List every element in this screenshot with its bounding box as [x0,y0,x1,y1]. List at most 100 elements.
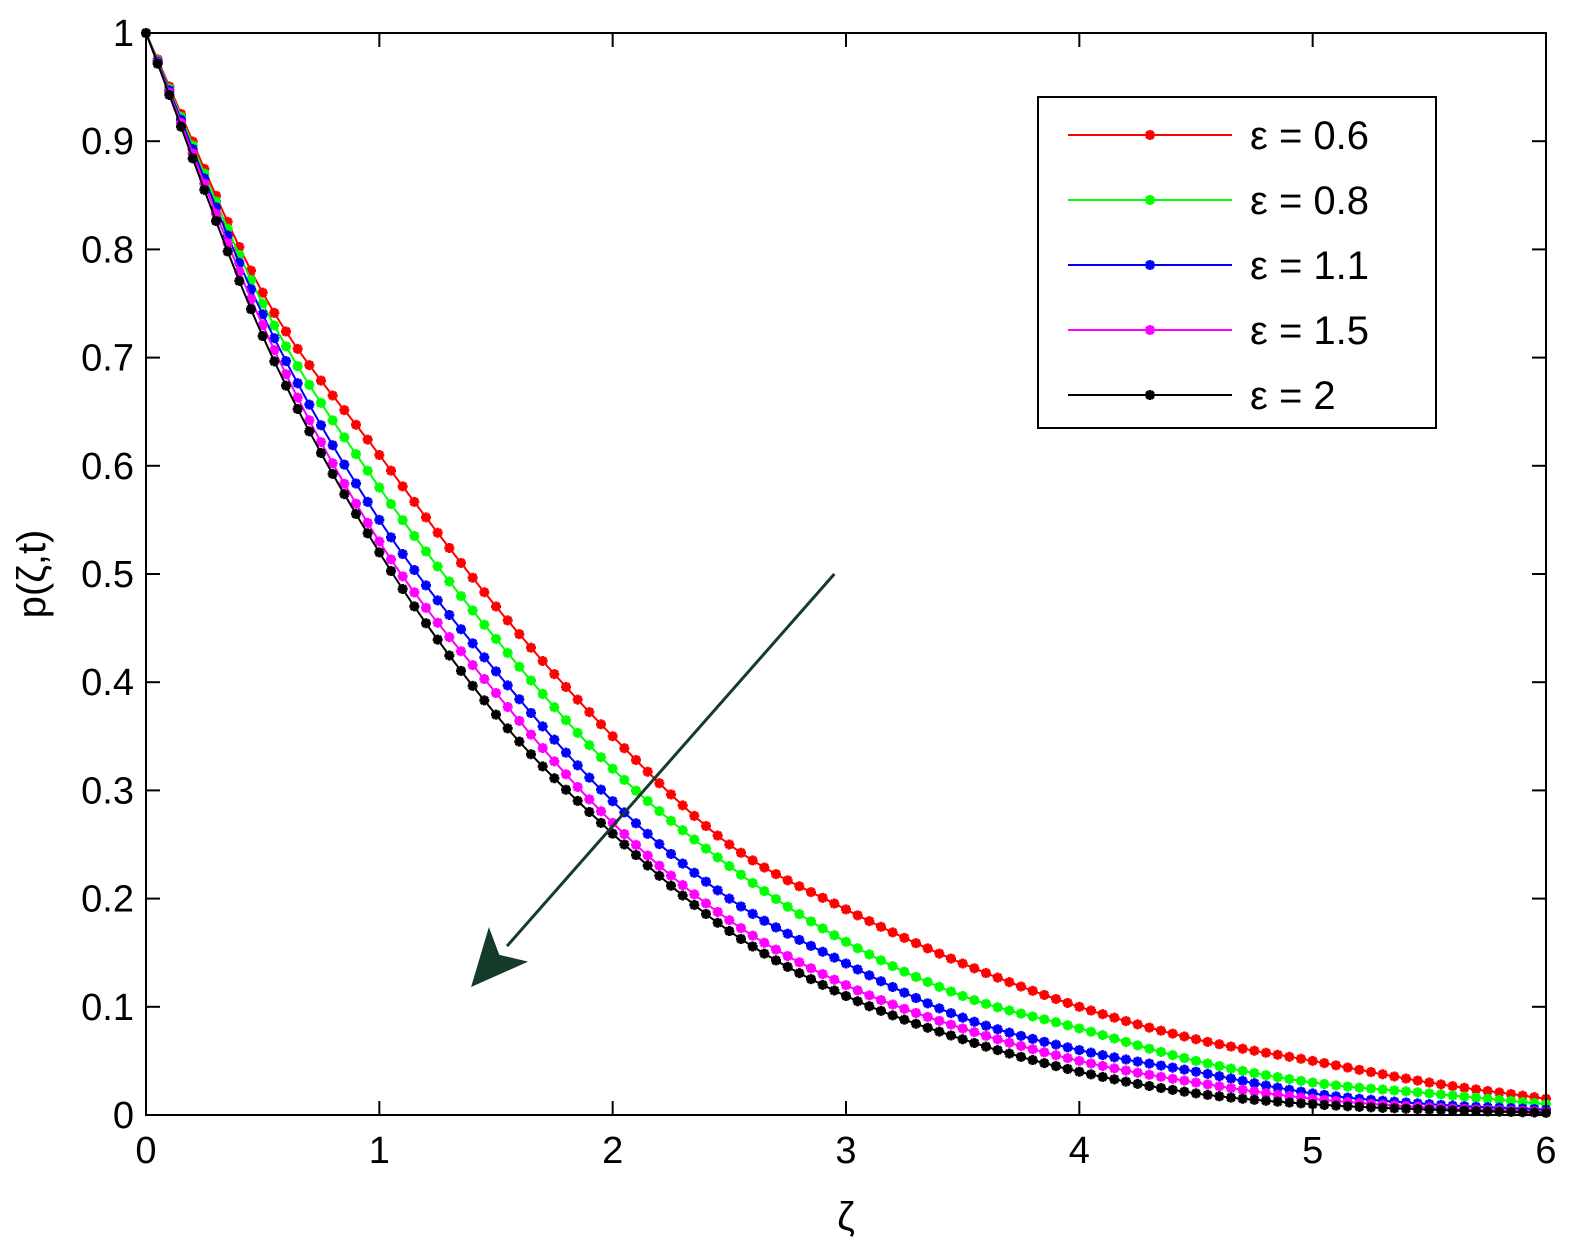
series-marker [1226,1063,1236,1074]
series-marker [864,990,875,1001]
series-marker [409,601,420,612]
series-marker [1471,1092,1481,1103]
series-marker [281,326,291,337]
series-marker [374,547,385,558]
legend-marker [1145,195,1155,205]
series-marker [316,420,326,431]
series-marker [911,1007,921,1018]
series-marker [689,867,700,878]
series-marker [1156,1025,1166,1036]
series-marker [724,926,735,937]
series-marker [1331,1080,1341,1091]
series-marker [421,546,431,557]
series-marker [246,274,256,285]
series-marker [1156,1060,1166,1071]
series-marker [1191,1055,1201,1066]
y-tick-label: 0.3 [81,770,134,812]
series-marker [1494,1094,1505,1105]
series-marker [397,481,408,492]
series-marker [409,587,420,598]
series-marker [887,1010,898,1021]
series-marker [444,542,455,553]
y-tick-label: 0.4 [81,662,134,704]
series-marker [899,966,910,977]
series-marker [1144,1022,1155,1033]
series-marker [596,806,606,817]
series-marker [269,307,280,318]
series-marker [234,249,245,260]
series-marker [246,304,256,315]
series-marker [666,870,676,881]
series-marker [1377,1102,1388,1113]
series-marker [701,876,711,887]
series-marker [1261,1095,1271,1106]
series-marker [374,482,385,493]
series-marker [1412,1104,1423,1115]
series-marker [584,806,595,817]
series-marker [1284,1084,1295,1095]
series-marker [841,904,851,915]
series-marker [1016,1008,1026,1019]
x-tick-label: 4 [1069,1130,1090,1172]
series-marker [817,923,828,934]
series-marker [1167,1084,1178,1095]
series-marker [911,938,921,949]
series-marker [1144,1069,1155,1080]
series-marker [537,721,548,732]
series-marker [514,629,525,640]
ticks-layer: 0 1 2 3 4 5 6 0 0.1 0.2 0.3 0.4 0.5 0.6 0.7 0.8 0.9 1 [81,13,1556,1172]
series-marker [1039,1014,1050,1025]
series-marker [806,887,816,898]
series-marker [607,731,618,742]
series-marker [1004,1048,1015,1059]
series-marker [1272,1072,1283,1083]
series-marker [1004,1027,1015,1038]
series-marker [584,772,595,783]
series-marker [386,565,396,576]
series-marker [351,508,361,519]
series-layer [141,28,1551,1118]
series-marker [281,369,291,380]
series-marker [852,996,863,1007]
series-marker [1202,1089,1213,1100]
series-marker [1529,1107,1540,1118]
series-marker [584,794,595,805]
series-marker [386,465,396,476]
series-marker [724,915,735,926]
series-marker [934,948,945,959]
series-marker [1249,1086,1260,1097]
series-marker [981,1020,991,1031]
series-marker [187,153,198,164]
series-marker [806,974,816,985]
series-marker [549,756,560,767]
series-marker [1226,1092,1236,1103]
series-marker [1494,1106,1505,1117]
series-marker [1272,1089,1283,1100]
series-marker [444,576,455,587]
series-marker [1027,1044,1038,1055]
legend-label: ε = 1.1 [1250,244,1369,288]
series-marker [304,426,315,437]
series-marker [759,937,770,948]
series-marker [841,980,851,991]
series-marker [794,881,805,892]
series-marker [852,910,863,921]
series-marker [491,666,501,677]
series-marker [864,1001,875,1012]
series-marker [1191,1077,1201,1088]
series-marker [631,818,641,829]
series-marker [491,688,501,699]
y-axis-label: p(ζ,t) [10,530,54,619]
series-marker [421,618,431,629]
series-marker [584,740,595,751]
series-marker [246,265,256,276]
series-marker [747,908,758,919]
series-marker [876,995,886,1006]
series-marker [1296,1092,1306,1103]
series-marker [549,734,560,745]
series-marker [771,944,781,955]
series-marker [969,1016,980,1027]
series-marker [502,680,513,691]
series-marker [1319,1099,1330,1110]
series-marker [957,1034,968,1045]
